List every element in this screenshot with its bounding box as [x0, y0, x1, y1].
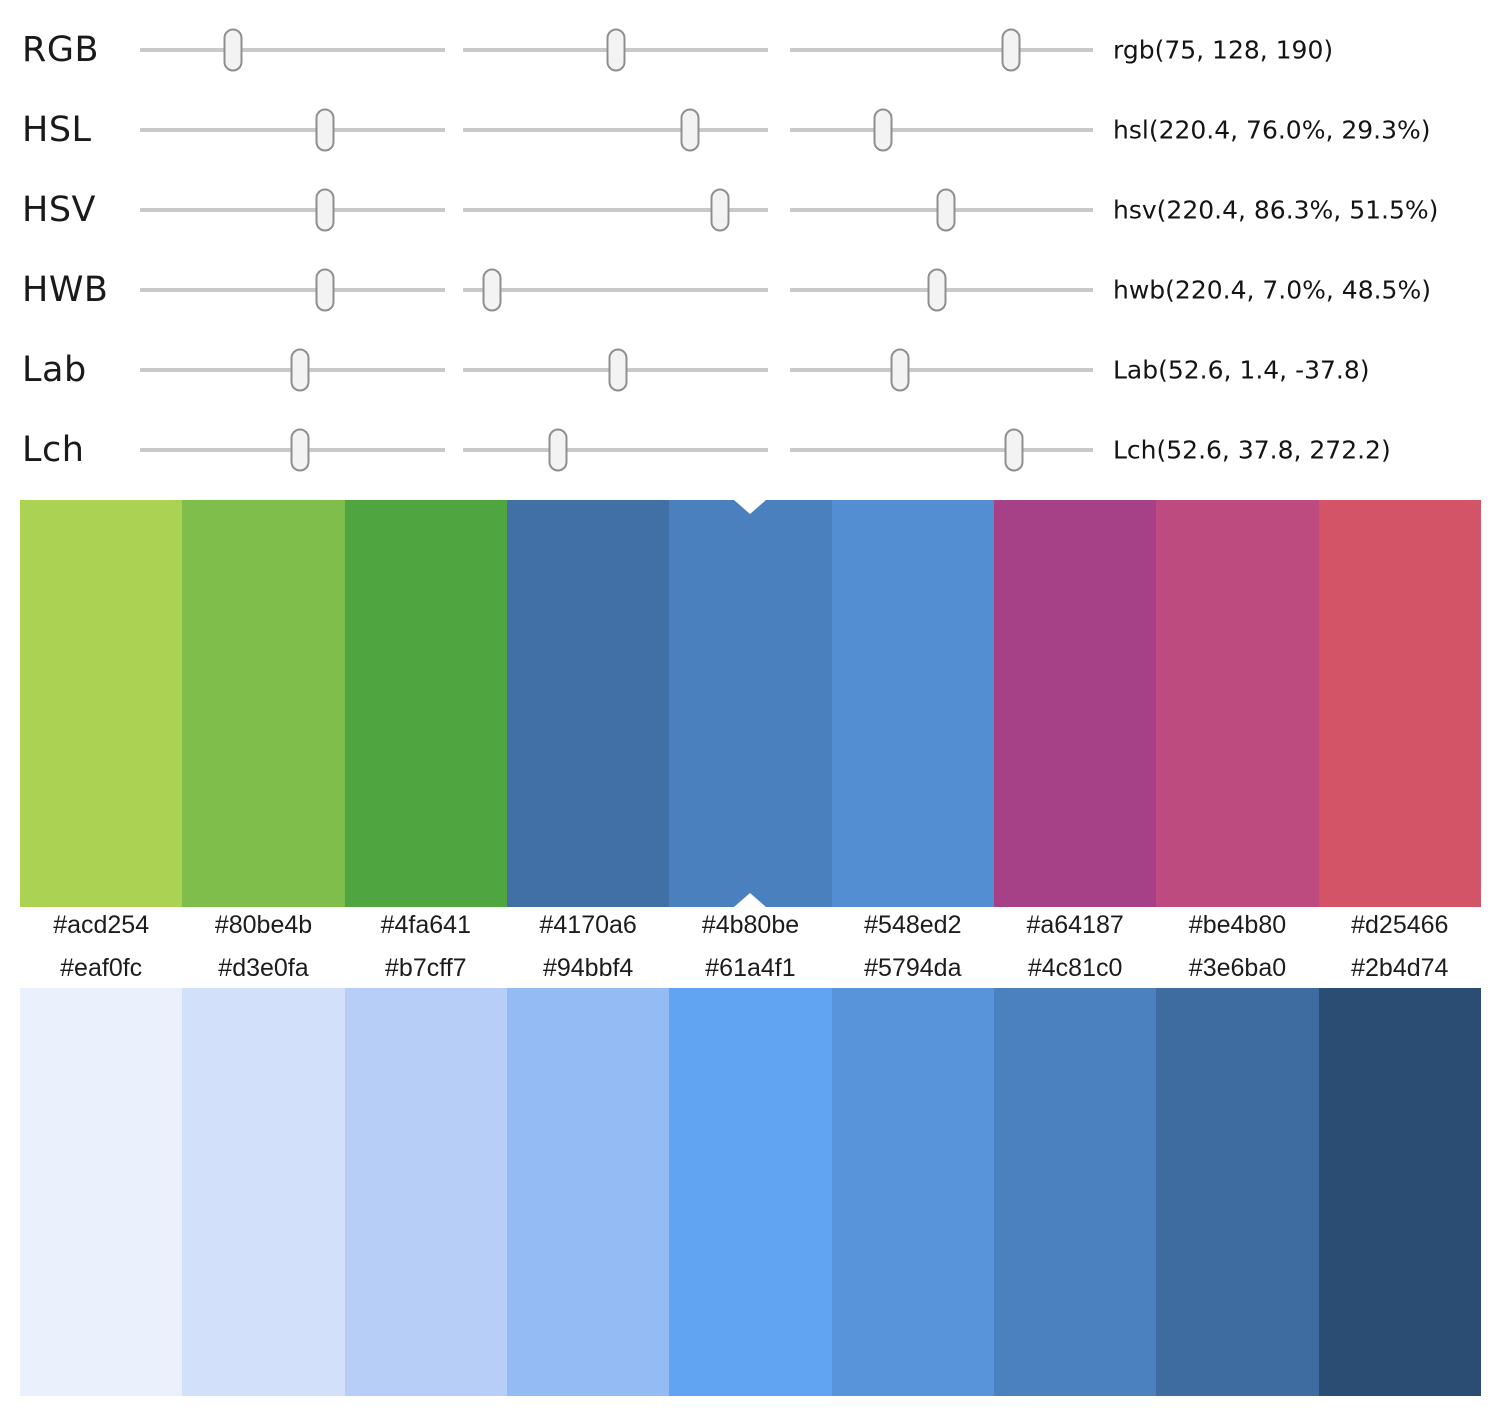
palette-swatch[interactable] [20, 988, 183, 1396]
palette-swatch[interactable] [344, 988, 507, 1396]
slider-row-hsv: HSV hsv(220.4, 86.3%, 51.5%) [0, 170, 1501, 250]
hex-code-label: #eaf0fc [60, 953, 143, 982]
slider-thumb[interactable] [290, 428, 310, 472]
palette-swatch[interactable] [506, 500, 670, 907]
slider-track[interactable] [463, 348, 768, 392]
slider-thumb[interactable] [482, 268, 502, 312]
hex-code-label: #4170a6 [539, 910, 637, 939]
slider-track[interactable] [463, 108, 768, 152]
color-value: Lab(52.6, 1.4, -37.8) [1113, 355, 1370, 385]
slider-thumb[interactable] [315, 188, 335, 232]
hex-code-label: #4fa641 [380, 910, 471, 939]
palette-swatch[interactable] [1156, 500, 1319, 907]
selected-swatch-marker-bottom [734, 893, 766, 907]
hex-code-label: #5794da [864, 953, 962, 982]
slider-track[interactable] [463, 428, 768, 472]
hex-code-label: #a64187 [1026, 910, 1124, 939]
slider-track[interactable] [790, 268, 1093, 312]
color-model-label: Lch [22, 430, 85, 470]
hex-code-label: #3e6ba0 [1188, 953, 1287, 982]
slider-thumb[interactable] [1004, 428, 1024, 472]
color-value: hwb(220.4, 7.0%, 48.5%) [1113, 275, 1431, 305]
slider-track[interactable] [790, 28, 1093, 72]
slider-row-rgb: RGB rgb(75, 128, 190) [0, 10, 1501, 90]
color-model-label: HSL [22, 110, 92, 150]
hex-code-label: #548ed2 [864, 910, 962, 939]
hex-code-label: #94bbf4 [542, 953, 634, 982]
slider-thumb[interactable] [890, 348, 910, 392]
hex-code-label: #d25466 [1351, 910, 1449, 939]
hex-code-label: #4c81c0 [1027, 953, 1123, 982]
slider-track[interactable] [140, 188, 445, 232]
palette-swatch[interactable] [1318, 500, 1481, 907]
slider-track[interactable] [790, 428, 1093, 472]
hue-palette-hex-labels: #acd254 #80be4b #4fa641 #4170a6 #4b80be … [20, 905, 1481, 945]
slider-thumb[interactable] [548, 428, 568, 472]
color-value: hsv(220.4, 86.3%, 51.5%) [1113, 195, 1439, 225]
palette-swatch[interactable] [506, 988, 670, 1396]
slider-track[interactable] [140, 108, 445, 152]
slider-track[interactable] [790, 348, 1093, 392]
slider-track[interactable] [463, 28, 768, 72]
slider-thumb[interactable] [223, 28, 243, 72]
slider-thumb[interactable] [315, 268, 335, 312]
slider-thumb[interactable] [1001, 28, 1021, 72]
slider-thumb[interactable] [710, 188, 730, 232]
color-model-label: HSV [22, 190, 96, 230]
hex-code-label: #4b80be [701, 910, 800, 939]
slider-row-hwb: HWB hwb(220.4, 7.0%, 48.5%) [0, 250, 1501, 330]
palette-swatch[interactable] [182, 500, 345, 907]
slider-track[interactable] [140, 28, 445, 72]
slider-thumb[interactable] [936, 188, 956, 232]
slider-track[interactable] [790, 108, 1093, 152]
slider-row-lab: Lab Lab(52.6, 1.4, -37.8) [0, 330, 1501, 410]
palette-swatch[interactable] [1318, 988, 1481, 1396]
color-model-sliders: RGB rgb(75, 128, 190) HSL hsl(220.4, 76.… [0, 0, 1501, 500]
slider-track[interactable] [140, 348, 445, 392]
slider-thumb[interactable] [608, 348, 627, 392]
hue-palette-strip [20, 500, 1481, 907]
hex-code-label: #61a4f1 [705, 953, 796, 982]
slider-thumb[interactable] [927, 268, 947, 312]
slider-track[interactable] [463, 188, 768, 232]
palette-swatch-selected[interactable] [669, 500, 832, 907]
hex-code-label: #2b4d74 [1351, 953, 1449, 982]
hex-code-label: #d3e0fa [218, 953, 309, 982]
color-model-label: Lab [22, 350, 87, 390]
palette-swatch[interactable] [20, 500, 183, 907]
color-value: Lch(52.6, 37.8, 272.2) [1113, 435, 1391, 465]
slider-thumb[interactable] [315, 108, 335, 152]
slider-row-hsl: HSL hsl(220.4, 76.0%, 29.3%) [0, 90, 1501, 170]
hex-code-label: #acd254 [53, 910, 150, 939]
palette-swatch[interactable] [182, 988, 345, 1396]
color-model-label: HWB [22, 270, 109, 310]
color-value: rgb(75, 128, 190) [1113, 35, 1334, 65]
palette-swatch[interactable] [669, 988, 832, 1396]
slider-thumb[interactable] [680, 108, 700, 152]
slider-track[interactable] [140, 268, 445, 312]
palette-swatch[interactable] [1156, 988, 1319, 1396]
hex-code-label: #b7cff7 [385, 953, 467, 982]
slider-track[interactable] [140, 428, 445, 472]
slider-track[interactable] [463, 268, 768, 312]
slider-thumb[interactable] [873, 108, 892, 152]
slider-row-lch: Lch Lch(52.6, 37.8, 272.2) [0, 410, 1501, 490]
palette-swatch[interactable] [831, 500, 994, 907]
palette-swatch[interactable] [993, 988, 1157, 1396]
palette-swatch[interactable] [993, 500, 1157, 907]
slider-thumb[interactable] [290, 348, 310, 392]
color-model-label: RGB [22, 30, 99, 70]
lightness-palette-hex-labels: #eaf0fc #d3e0fa #b7cff7 #94bbf4 #61a4f1 … [20, 948, 1481, 988]
hex-code-label: #be4b80 [1188, 910, 1287, 939]
hex-code-label: #80be4b [214, 910, 313, 939]
palette-swatch[interactable] [344, 500, 507, 907]
palette-swatch[interactable] [831, 988, 994, 1396]
slider-thumb[interactable] [606, 28, 626, 72]
color-value: hsl(220.4, 76.0%, 29.3%) [1113, 115, 1431, 145]
slider-track[interactable] [790, 188, 1093, 232]
lightness-palette-strip [20, 988, 1481, 1396]
selected-swatch-marker-top [734, 500, 766, 514]
